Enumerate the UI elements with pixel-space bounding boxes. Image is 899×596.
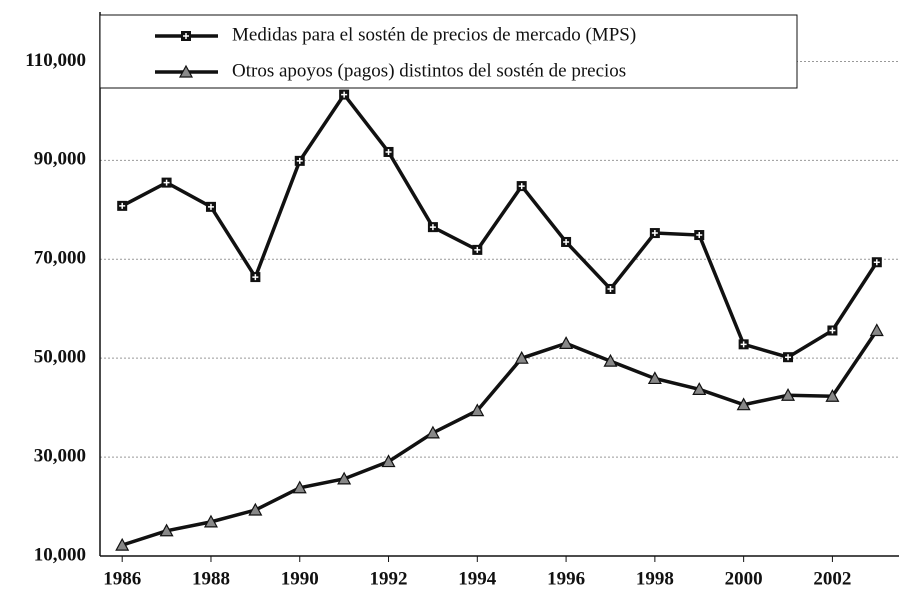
series-line [121,329,879,547]
x-tick-label: 1992 [370,568,408,589]
marker-cross [341,91,348,98]
marker-cross [829,327,836,334]
marker-cross [740,341,747,348]
y-tick-label: 90,000 [34,149,86,170]
marker-square [161,177,172,188]
marker-cross [429,224,436,231]
marker-square [117,200,128,211]
marker-triangle [647,371,662,385]
marker-square [871,257,882,268]
marker-square [205,201,216,212]
x-tick-label: 1990 [281,568,319,589]
marker-square [649,228,660,239]
marker-triangle [292,480,307,494]
marker-cross [296,157,303,164]
marker-cross [119,202,126,209]
marker-cross [183,33,189,39]
marker-cross [207,203,214,210]
marker-triangle [514,350,529,364]
marker-triangle [203,514,218,528]
marker-square [427,222,438,233]
marker-triangle [159,523,174,537]
x-tick-label: 1994 [458,568,497,589]
y-tick-label: 70,000 [34,248,86,269]
marker-square [561,236,572,247]
marker-square [294,155,305,166]
marker-triangle [178,64,194,78]
x-tick-label: 1986 [103,568,141,589]
marker-triangle [248,502,263,516]
marker-cross [873,259,880,266]
marker-cross [385,148,392,155]
marker-triangle [337,471,352,485]
marker-triangle [559,336,574,349]
marker-square [516,181,527,192]
marker-cross [252,274,259,281]
marker-square [383,146,394,157]
marker-triangle [736,397,751,411]
marker-triangle [381,454,396,468]
marker-triangle [115,537,130,551]
x-tick-label: 2002 [813,568,851,589]
marker-triangle [692,382,707,395]
x-tick-label: 1996 [547,568,585,589]
y-tick-label: 30,000 [34,445,86,466]
marker-triangle [470,403,485,417]
marker-cross [163,179,170,186]
marker-square [605,283,616,294]
marker-cross [696,232,703,239]
marker-square [250,272,261,283]
marker-cross [518,183,525,190]
y-tick-label: 50,000 [34,347,86,368]
marker-triangle [869,323,884,337]
marker-square [472,244,483,255]
marker-cross [474,246,481,253]
marker-triangle [603,353,618,367]
series-line [121,91,879,360]
x-tick-label: 1998 [636,568,674,589]
marker-square [694,230,705,241]
marker-cross [607,285,614,292]
marker-triangle [425,425,440,439]
marker-square [738,339,749,350]
marker-square [339,89,350,100]
legend-label: Otros apoyos (pagos) distintos del sosté… [232,60,626,81]
marker-triangle [825,389,840,402]
marker-cross [563,238,570,245]
marker-square [181,31,191,41]
y-tick-label: 10,000 [34,544,86,565]
x-tick-label: 2000 [725,568,763,589]
legend-box [99,14,798,89]
y-tick-label: 110,000 [25,50,86,71]
marker-square [783,352,794,363]
x-tick-label: 1988 [192,568,230,589]
marker-cross [785,354,792,361]
marker-triangle [781,388,796,401]
marker-square [827,325,838,336]
marker-cross [651,230,658,237]
legend-label: Medidas para el sostén de precios de mer… [232,24,636,45]
